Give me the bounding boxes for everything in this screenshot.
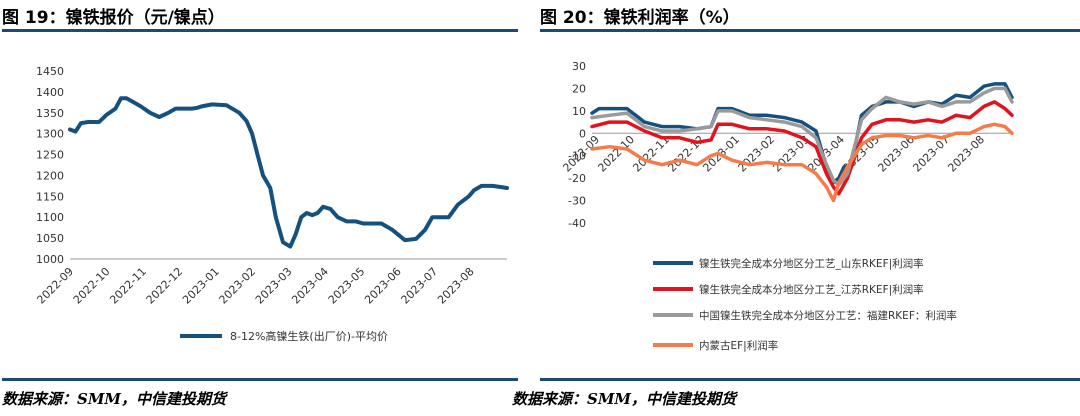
x-tick-label: 2023-08 bbox=[945, 133, 987, 175]
x-tick-label: 2023-06 bbox=[362, 265, 404, 307]
right-top-rule bbox=[540, 29, 1080, 32]
x-tick-label: 2022-10 bbox=[71, 265, 113, 307]
legend-label-3: 中国镍生铁完全成本分地区分工艺：福建RKEF：利润率 bbox=[699, 309, 957, 322]
y-tick-label: 1300 bbox=[36, 128, 64, 141]
right-bottom-rule bbox=[540, 378, 1080, 381]
y-tick-label: 30 bbox=[572, 60, 586, 73]
y-tick-label: 20 bbox=[572, 82, 586, 95]
x-tick-label: 2023-02 bbox=[735, 133, 777, 175]
y-tick-label: 1350 bbox=[36, 107, 64, 120]
x-tick-label: 2023-03 bbox=[253, 265, 295, 307]
y-tick-label: -30 bbox=[568, 195, 586, 208]
x-tick-label: 2022-10 bbox=[595, 133, 637, 175]
x-tick-label: 2023-07 bbox=[399, 265, 441, 307]
series-line-3 bbox=[590, 86, 1014, 187]
nickel-pig-iron-price-chart: 1000 1050 1100 1150 1200 1250 1300 1350 1400 1450… bbox=[34, 65, 509, 343]
y-tick-label: 1050 bbox=[36, 232, 64, 245]
x-tick-label: 2023-04 bbox=[289, 265, 331, 307]
x-tick-label: 2023-06 bbox=[875, 133, 917, 175]
left-source: 数据来源：SMM，中信建投期货 bbox=[2, 390, 227, 408]
y-tick-label: 1000 bbox=[36, 253, 64, 266]
x-tick-label: 2022-09 bbox=[34, 265, 76, 307]
left-top-rule bbox=[2, 29, 518, 32]
legend-label-1: 镍生铁完全成本分地区分工艺_山东RKEF|利润率 bbox=[699, 257, 924, 270]
y-tick-label: 0 bbox=[579, 127, 586, 140]
series-line-1 bbox=[68, 96, 509, 249]
legend-label-2: 镍生铁完全成本分地区分工艺_江苏RKEF|利润率 bbox=[699, 283, 924, 296]
y-tick-label: 1250 bbox=[36, 149, 64, 162]
y-tick-label: -10 bbox=[568, 150, 586, 163]
y-tick-label: 1100 bbox=[36, 211, 64, 224]
y-tick-label: -40 bbox=[568, 217, 586, 230]
y-tick-label: -20 bbox=[568, 172, 586, 185]
right-source: 数据来源：SMM，中信建投期货 bbox=[512, 390, 737, 408]
y-tick-label: 1200 bbox=[36, 169, 64, 182]
y-tick-label: 1450 bbox=[36, 65, 64, 78]
x-tick-label: 2023-08 bbox=[435, 265, 477, 307]
series-line-4 bbox=[590, 122, 1014, 203]
x-tick-label: 2022-11 bbox=[107, 265, 149, 307]
x-tick-label: 2023-05 bbox=[326, 265, 368, 307]
x-tick-label: 2023-07 bbox=[910, 133, 952, 175]
y-tick-label: 1400 bbox=[36, 86, 64, 99]
x-tick-label: 2022-12 bbox=[144, 265, 186, 307]
right-chart-title: 图 20：镍铁利润率（%） bbox=[540, 8, 740, 28]
y-tick-label: 10 bbox=[572, 105, 586, 118]
left-bottom-rule bbox=[2, 378, 518, 381]
left-chart-title: 图 19：镍铁报价（元/镍点） bbox=[2, 8, 225, 28]
nickel-pig-iron-margin-chart: -40-30-20-1001020302022-092022-102022-11… bbox=[560, 60, 1014, 352]
x-tick-label: 2023-01 bbox=[180, 265, 222, 307]
x-tick-label: 2023-02 bbox=[217, 265, 259, 307]
legend-label: 8-12%高镍生铁(出厂价)-平均价 bbox=[230, 329, 388, 343]
series-line-2 bbox=[590, 100, 1014, 196]
legend-label-4: 内蒙古EF|利润率 bbox=[699, 339, 778, 352]
y-tick-label: 1150 bbox=[36, 190, 64, 203]
